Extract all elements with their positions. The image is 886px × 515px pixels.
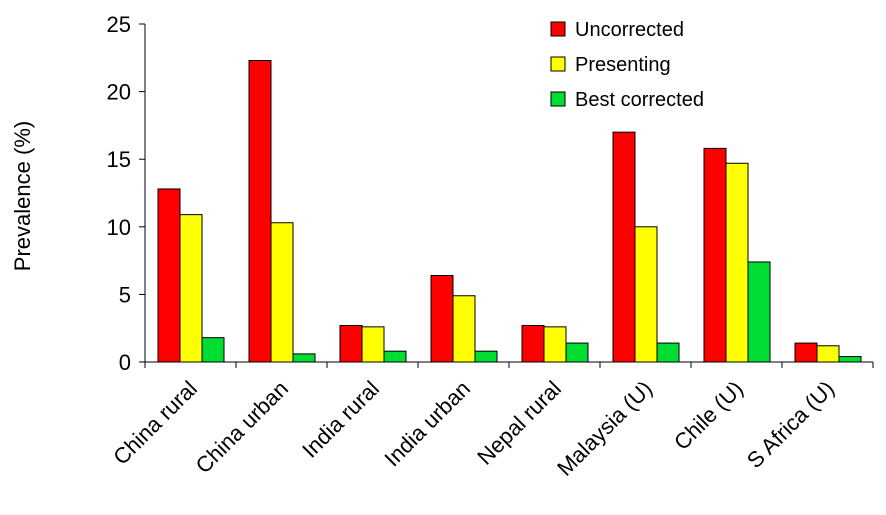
bar-presenting bbox=[816, 345, 840, 363]
bar-best-corrected bbox=[201, 337, 225, 363]
bar-uncorrected bbox=[703, 147, 727, 363]
legend-swatch bbox=[550, 91, 566, 107]
x-category-label: India urban bbox=[380, 376, 476, 472]
bar-uncorrected bbox=[612, 131, 636, 363]
bar-presenting bbox=[725, 162, 749, 363]
y-tick-label: 5 bbox=[119, 282, 131, 307]
legend-label: Uncorrected bbox=[575, 19, 684, 41]
legend-swatch bbox=[550, 21, 566, 37]
x-category-label: China rural bbox=[108, 376, 202, 470]
y-tick-label: 20 bbox=[107, 80, 131, 105]
bar-presenting bbox=[543, 326, 567, 363]
x-category-label: China urban bbox=[191, 376, 293, 478]
bar-best-corrected bbox=[838, 356, 862, 363]
bar-uncorrected bbox=[339, 324, 363, 363]
bar-best-corrected bbox=[474, 350, 498, 363]
bar-best-corrected bbox=[292, 353, 316, 363]
bar-uncorrected bbox=[794, 342, 818, 363]
bar-presenting bbox=[179, 214, 203, 363]
x-category-label: S Africa (U) bbox=[742, 376, 839, 473]
legend: Uncorrected Presenting Best corrected bbox=[550, 19, 704, 111]
bar-presenting bbox=[452, 295, 476, 363]
x-category-label: Nepal rural bbox=[472, 376, 566, 470]
x-category-label: Malaysia (U) bbox=[552, 376, 657, 481]
x-category-label: India rural bbox=[297, 376, 384, 463]
bar-uncorrected bbox=[521, 324, 545, 363]
x-category-label: Chile (U) bbox=[669, 376, 748, 455]
bar-presenting bbox=[361, 326, 385, 363]
bar-best-corrected bbox=[747, 261, 771, 363]
bar-best-corrected bbox=[656, 342, 680, 363]
y-tick-label: 0 bbox=[119, 350, 131, 375]
bar-best-corrected bbox=[383, 350, 407, 363]
y-tick-label: 10 bbox=[107, 215, 131, 240]
legend-label: Presenting bbox=[575, 54, 671, 76]
legend-swatch bbox=[550, 56, 566, 72]
legend-label: Best corrected bbox=[575, 89, 704, 111]
y-tick-label: 25 bbox=[107, 12, 131, 37]
bar-best-corrected bbox=[565, 342, 589, 363]
bar-presenting bbox=[634, 226, 658, 363]
bar-uncorrected bbox=[430, 274, 454, 363]
bar-uncorrected bbox=[248, 60, 272, 363]
y-axis-title: Prevalence (%) bbox=[10, 121, 35, 271]
bar-uncorrected bbox=[157, 188, 181, 363]
y-tick-label: 15 bbox=[107, 147, 131, 172]
bar-presenting bbox=[270, 222, 294, 363]
